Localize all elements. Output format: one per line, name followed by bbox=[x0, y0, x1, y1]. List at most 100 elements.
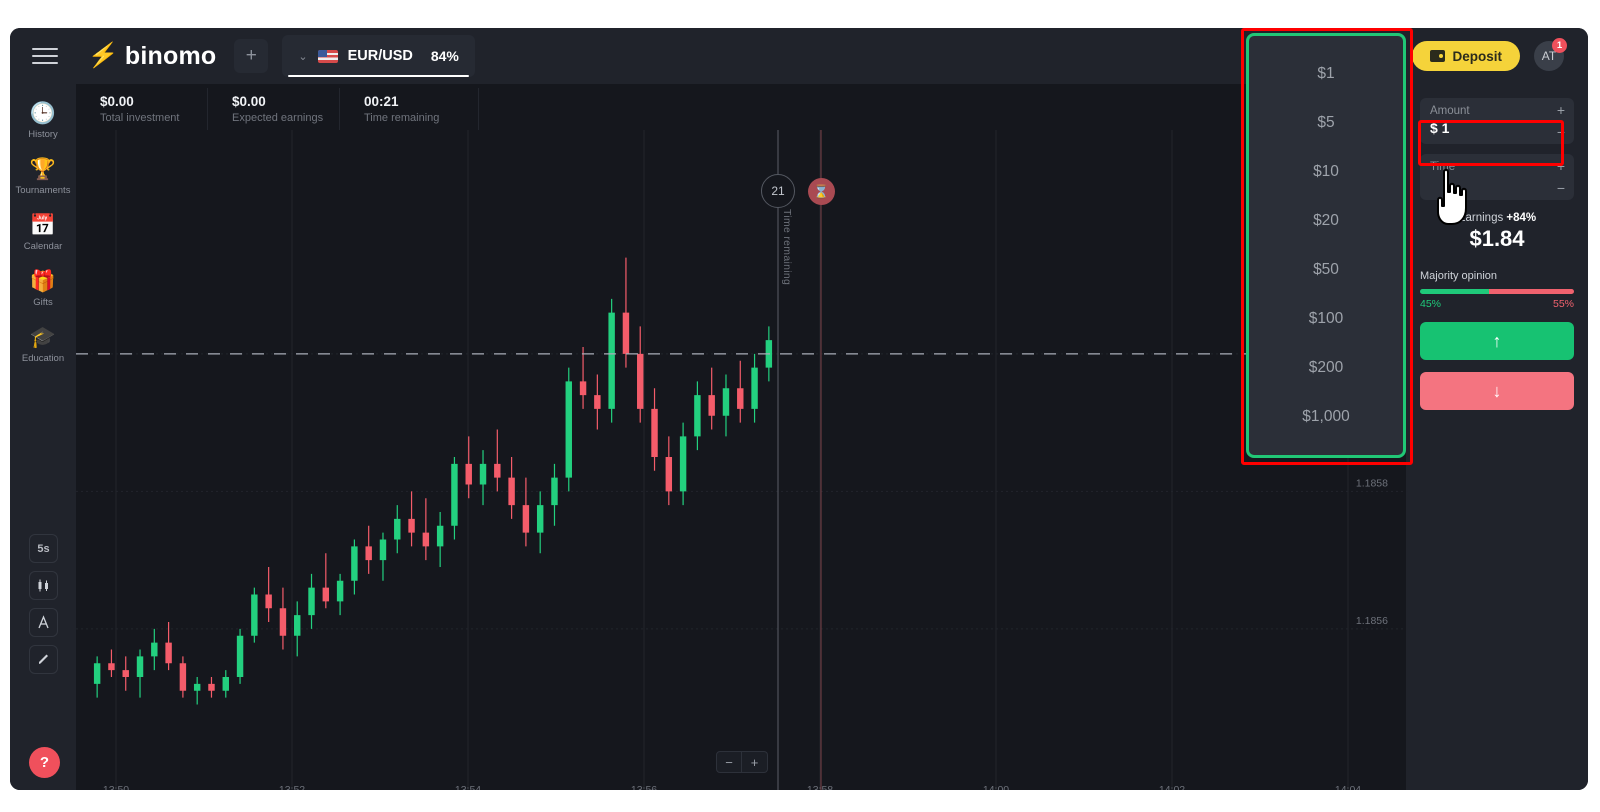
sidebar-item-gifts[interactable]: 🎁 Gifts bbox=[11, 268, 75, 309]
candlestick-chart-icon[interactable] bbox=[29, 571, 58, 600]
time-tick: 13:50 bbox=[102, 784, 130, 790]
amount-stepper: + − bbox=[1557, 103, 1565, 139]
chart-area: $0.00 Total investment $0.00 Expected ea… bbox=[76, 84, 1406, 790]
trade-up-button[interactable]: ↑ bbox=[1420, 322, 1574, 360]
avatar-initials: AT bbox=[1541, 49, 1557, 63]
chart-zoom-controls: − + bbox=[716, 751, 768, 773]
sidebar-item-education[interactable]: 🎓 Education bbox=[11, 324, 75, 365]
amount-field[interactable]: Amount $ 1 + − bbox=[1420, 98, 1574, 144]
stat-value: 00:21 bbox=[364, 94, 399, 109]
zoom-out-button[interactable]: − bbox=[716, 751, 742, 773]
majority-up-segment bbox=[1420, 289, 1490, 294]
time-tick: 13:58 bbox=[806, 784, 834, 790]
stat-label: Total investment bbox=[100, 112, 180, 124]
majority-up-percent: 45% bbox=[1420, 298, 1442, 310]
asset-payout-label: 84% bbox=[430, 48, 459, 64]
lightning-bolt-icon: ⚡ bbox=[86, 42, 120, 69]
svg-text:1.1856: 1.1856 bbox=[1356, 615, 1388, 627]
dropdown-item-4[interactable]: $50 bbox=[1313, 260, 1339, 278]
time-tick: 14:04 bbox=[1334, 784, 1362, 790]
majority-down-segment bbox=[1489, 289, 1574, 294]
notification-badge: 1 bbox=[1552, 38, 1567, 53]
chevron-down-icon[interactable]: ⌄ bbox=[298, 50, 308, 63]
header-right-group: ▾ Deposit AT 1 bbox=[1393, 38, 1588, 71]
majority-down-percent: 55% bbox=[1552, 298, 1574, 310]
asset-name-label: EUR/USD bbox=[347, 48, 413, 64]
asset-tab-eurusd[interactable]: ⌄ EUR/USD 84% bbox=[282, 35, 475, 77]
chart-tool-stack: 5s bbox=[29, 534, 58, 674]
stat-expected-earnings: $0.00 Expected earnings bbox=[208, 84, 340, 130]
time-remaining-vertical-label: Time remaining bbox=[781, 209, 793, 286]
add-asset-tab-button[interactable]: + bbox=[234, 39, 269, 73]
stat-time-remaining: 00:21 Time remaining bbox=[340, 84, 480, 130]
majority-opinion-label: Majority opinion bbox=[1420, 270, 1498, 282]
time-tick: 13:54 bbox=[454, 784, 482, 790]
trade-down-button[interactable]: ↓ bbox=[1420, 372, 1574, 410]
zoom-in-button[interactable]: + bbox=[742, 751, 768, 773]
earnings-prefix: Earnings bbox=[1457, 212, 1507, 224]
amount-increase-button[interactable]: + bbox=[1556, 102, 1565, 118]
sidebar-item-label: Calendar bbox=[23, 241, 63, 252]
hamburger-menu-icon[interactable] bbox=[32, 43, 58, 69]
sidebar-item-label: Gifts bbox=[33, 297, 53, 308]
brand-name: binomo bbox=[124, 41, 217, 70]
amount-decrease-button[interactable]: − bbox=[1556, 124, 1565, 140]
earnings-label: Earnings +84% bbox=[1420, 212, 1574, 224]
deposit-label: Deposit bbox=[1452, 48, 1502, 64]
stat-value: $0.00 bbox=[100, 94, 134, 109]
time-tick: 14:00 bbox=[982, 784, 1010, 790]
graduation-cap-icon: 🎓 bbox=[29, 325, 57, 349]
stat-label: Time remaining bbox=[364, 112, 440, 124]
dropdown-item-3[interactable]: $20 bbox=[1313, 212, 1339, 230]
sidebar-item-calendar[interactable]: 📅 Calendar bbox=[11, 212, 75, 253]
brand-logo: ⚡ binomo bbox=[86, 41, 217, 71]
trophy-icon: 🏆 bbox=[29, 157, 57, 181]
gift-icon: 🎁 bbox=[29, 269, 57, 293]
avatar[interactable]: AT 1 bbox=[1534, 38, 1567, 71]
draw-tool-icon[interactable] bbox=[29, 645, 58, 674]
time-decrease-button[interactable]: − bbox=[1556, 180, 1565, 196]
dropdown-item-7[interactable]: $1,000 bbox=[1302, 407, 1350, 425]
deposit-button[interactable]: Deposit bbox=[1412, 41, 1520, 71]
time-axis: 13:50 13:52 13:54 13:56 13:58 14:00 14:02 14:04 bbox=[76, 784, 1406, 790]
countdown-badge: 21 bbox=[761, 174, 795, 208]
wallet-icon bbox=[1430, 50, 1446, 62]
hourglass-icon: ⌛ bbox=[808, 178, 835, 205]
earnings-percent: +84% bbox=[1506, 212, 1537, 224]
amount-value: $ 1 bbox=[1430, 120, 1450, 136]
countdown-value: 21 bbox=[771, 184, 785, 198]
stat-value: $0.00 bbox=[232, 94, 266, 109]
earnings-value: $1.84 bbox=[1469, 226, 1525, 251]
binomo-app-window: ⚡ binomo + ⌄ EUR/USD 84% ▾ Deposit AT 1 … bbox=[10, 28, 1588, 790]
time-increase-button[interactable]: + bbox=[1556, 158, 1565, 174]
time-tick: 13:56 bbox=[630, 784, 658, 790]
dropdown-item-5[interactable]: $100 bbox=[1308, 309, 1344, 327]
dropdown-item-1[interactable]: $5 bbox=[1317, 114, 1335, 132]
dropdown-item-6[interactable]: $200 bbox=[1308, 358, 1344, 376]
indicators-icon[interactable] bbox=[29, 608, 58, 637]
hand-cursor-icon bbox=[1430, 166, 1474, 228]
calendar-icon: 📅 bbox=[29, 213, 57, 237]
time-stepper: + − bbox=[1557, 159, 1565, 195]
svg-text:1.1858: 1.1858 bbox=[1356, 477, 1388, 489]
stat-total-investment: $0.00 Total investment bbox=[76, 84, 208, 130]
left-sidebar: 🕒 History 🏆 Tournaments 📅 Calendar 🎁 Gif… bbox=[10, 84, 76, 790]
amount-preset-dropdown[interactable]: $1 $5 $10 $20 $50 $100 $200 $1,000 bbox=[1246, 33, 1406, 458]
trade-stats-bar: $0.00 Total investment $0.00 Expected ea… bbox=[76, 84, 1406, 130]
timeframe-button[interactable]: 5s bbox=[29, 534, 58, 563]
help-button[interactable]: ? bbox=[29, 747, 60, 778]
sidebar-item-label: Tournaments bbox=[15, 185, 71, 196]
sidebar-item-label: History bbox=[28, 129, 58, 140]
dropdown-item-0[interactable]: $1 bbox=[1317, 65, 1335, 83]
time-tick: 13:52 bbox=[278, 784, 306, 790]
majority-percentages: 45% 55% bbox=[1420, 298, 1574, 310]
sidebar-item-label: Education bbox=[21, 353, 65, 364]
sidebar-item-history[interactable]: 🕒 History bbox=[11, 100, 75, 141]
us-flag-icon bbox=[317, 49, 338, 63]
majority-opinion-bar bbox=[1420, 289, 1574, 294]
stat-label: Expected earnings bbox=[232, 112, 324, 124]
dropdown-item-2[interactable]: $10 bbox=[1313, 163, 1339, 181]
sidebar-item-tournaments[interactable]: 🏆 Tournaments bbox=[11, 156, 75, 197]
clock-icon: 🕒 bbox=[29, 101, 57, 125]
